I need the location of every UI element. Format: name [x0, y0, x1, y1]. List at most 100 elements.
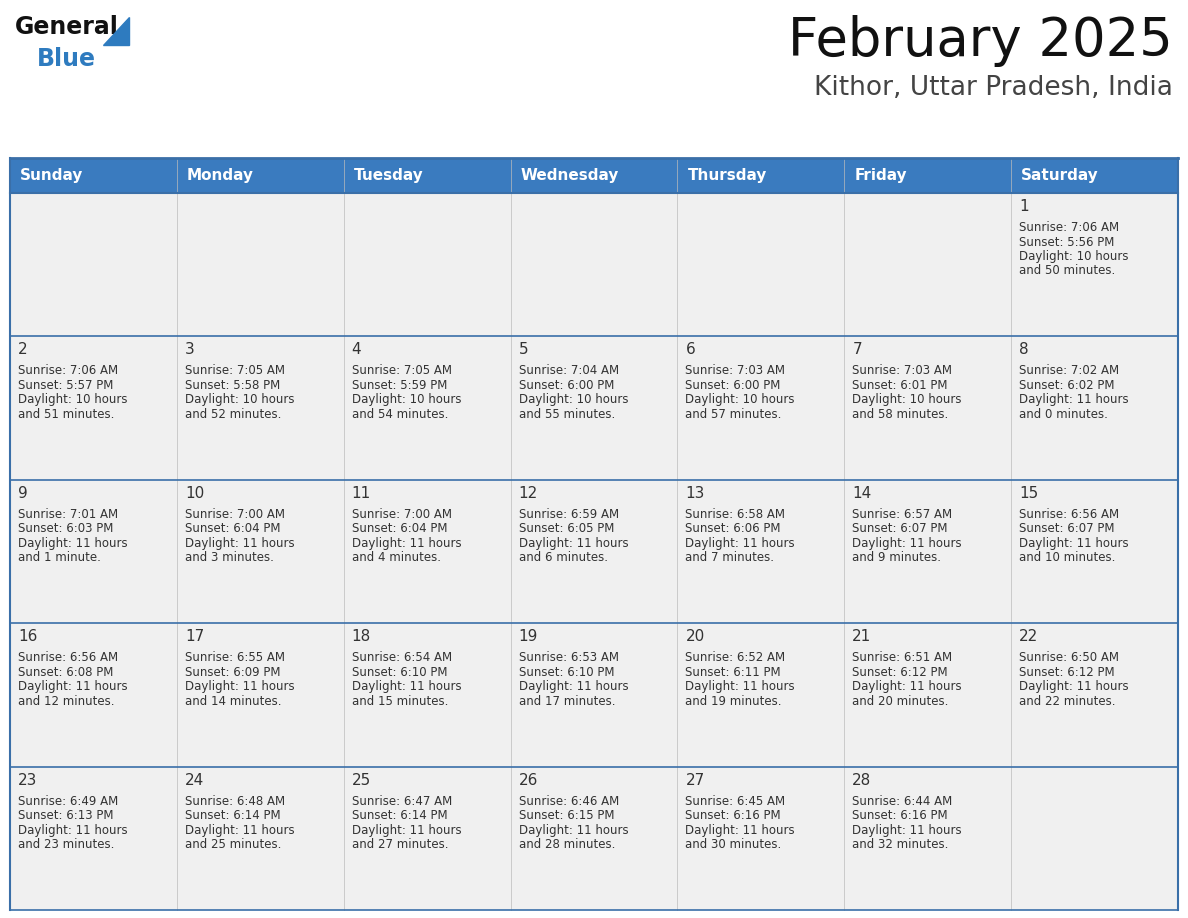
Text: Sunrise: 6:47 AM: Sunrise: 6:47 AM [352, 795, 451, 808]
Text: and 22 minutes.: and 22 minutes. [1019, 695, 1116, 708]
Text: Monday: Monday [187, 168, 254, 183]
Text: 16: 16 [18, 629, 37, 644]
Text: and 58 minutes.: and 58 minutes. [852, 408, 948, 420]
Text: 3: 3 [185, 342, 195, 357]
Text: Daylight: 11 hours: Daylight: 11 hours [352, 823, 461, 836]
Text: and 54 minutes.: and 54 minutes. [352, 408, 448, 420]
Text: Sunrise: 7:03 AM: Sunrise: 7:03 AM [852, 364, 953, 377]
Text: Daylight: 11 hours: Daylight: 11 hours [18, 537, 127, 550]
Text: Blue: Blue [37, 47, 96, 71]
Text: Daylight: 10 hours: Daylight: 10 hours [852, 394, 962, 407]
Text: 10: 10 [185, 486, 204, 501]
Text: Sunrise: 6:58 AM: Sunrise: 6:58 AM [685, 508, 785, 521]
Text: Sunrise: 6:51 AM: Sunrise: 6:51 AM [852, 651, 953, 665]
Text: Daylight: 11 hours: Daylight: 11 hours [519, 537, 628, 550]
Text: and 27 minutes.: and 27 minutes. [352, 838, 448, 851]
Text: and 12 minutes.: and 12 minutes. [18, 695, 114, 708]
Bar [10, 623, 1178, 767]
Bar [10, 480, 1178, 623]
Text: Sunrise: 6:57 AM: Sunrise: 6:57 AM [852, 508, 953, 521]
Text: and 6 minutes.: and 6 minutes. [519, 552, 607, 565]
Text: February 2025: February 2025 [789, 15, 1173, 67]
Text: Sunset: 6:09 PM: Sunset: 6:09 PM [185, 666, 280, 678]
Text: 19: 19 [519, 629, 538, 644]
Text: 27: 27 [685, 773, 704, 788]
Text: 25: 25 [352, 773, 371, 788]
Text: Wednesday: Wednesday [520, 168, 619, 183]
Text: Sunset: 6:08 PM: Sunset: 6:08 PM [18, 666, 113, 678]
Text: Sunrise: 7:04 AM: Sunrise: 7:04 AM [519, 364, 619, 377]
Text: Tuesday: Tuesday [354, 168, 423, 183]
Text: Sunset: 6:07 PM: Sunset: 6:07 PM [1019, 522, 1114, 535]
Text: Sunrise: 6:49 AM: Sunrise: 6:49 AM [18, 795, 119, 808]
Text: Daylight: 11 hours: Daylight: 11 hours [519, 680, 628, 693]
Text: Sunset: 6:00 PM: Sunset: 6:00 PM [519, 379, 614, 392]
Text: 12: 12 [519, 486, 538, 501]
Text: and 28 minutes.: and 28 minutes. [519, 838, 615, 851]
Text: Sunrise: 6:50 AM: Sunrise: 6:50 AM [1019, 651, 1119, 665]
Text: Sunset: 5:56 PM: Sunset: 5:56 PM [1019, 236, 1114, 249]
Text: Sunset: 6:04 PM: Sunset: 6:04 PM [185, 522, 280, 535]
Text: Sunset: 6:14 PM: Sunset: 6:14 PM [185, 809, 280, 823]
Text: and 0 minutes.: and 0 minutes. [1019, 408, 1108, 420]
Text: and 9 minutes.: and 9 minutes. [852, 552, 941, 565]
Text: Sunset: 6:12 PM: Sunset: 6:12 PM [1019, 666, 1114, 678]
Text: Kithor, Uttar Pradesh, India: Kithor, Uttar Pradesh, India [814, 75, 1173, 101]
Text: 2: 2 [18, 342, 27, 357]
Text: and 57 minutes.: and 57 minutes. [685, 408, 782, 420]
Text: and 1 minute.: and 1 minute. [18, 552, 101, 565]
Text: Sunset: 5:59 PM: Sunset: 5:59 PM [352, 379, 447, 392]
Text: and 19 minutes.: and 19 minutes. [685, 695, 782, 708]
Text: Sunset: 6:11 PM: Sunset: 6:11 PM [685, 666, 781, 678]
Text: Sunset: 5:57 PM: Sunset: 5:57 PM [18, 379, 113, 392]
Text: Daylight: 11 hours: Daylight: 11 hours [185, 537, 295, 550]
Text: 23: 23 [18, 773, 37, 788]
Text: Sunrise: 6:45 AM: Sunrise: 6:45 AM [685, 795, 785, 808]
Text: Sunset: 6:14 PM: Sunset: 6:14 PM [352, 809, 448, 823]
Text: Daylight: 11 hours: Daylight: 11 hours [852, 680, 962, 693]
Text: General: General [15, 15, 119, 39]
Text: Sunrise: 7:00 AM: Sunrise: 7:00 AM [185, 508, 285, 521]
Text: Daylight: 11 hours: Daylight: 11 hours [18, 823, 127, 836]
Text: 14: 14 [852, 486, 872, 501]
Text: 6: 6 [685, 342, 695, 357]
Text: 20: 20 [685, 629, 704, 644]
Text: Sunrise: 6:53 AM: Sunrise: 6:53 AM [519, 651, 619, 665]
Text: 17: 17 [185, 629, 204, 644]
Text: Sunrise: 7:03 AM: Sunrise: 7:03 AM [685, 364, 785, 377]
Text: and 14 minutes.: and 14 minutes. [185, 695, 282, 708]
Text: Daylight: 11 hours: Daylight: 11 hours [519, 823, 628, 836]
Text: Daylight: 11 hours: Daylight: 11 hours [185, 823, 295, 836]
Text: Sunrise: 6:56 AM: Sunrise: 6:56 AM [1019, 508, 1119, 521]
Text: Thursday: Thursday [688, 168, 766, 183]
Text: Sunrise: 7:05 AM: Sunrise: 7:05 AM [352, 364, 451, 377]
Bar [677, 158, 845, 193]
Text: 13: 13 [685, 486, 704, 501]
Bar [1011, 158, 1178, 193]
Text: Daylight: 11 hours: Daylight: 11 hours [1019, 680, 1129, 693]
Text: and 4 minutes.: and 4 minutes. [352, 552, 441, 565]
Bar [10, 193, 1178, 336]
Text: Daylight: 10 hours: Daylight: 10 hours [1019, 250, 1129, 263]
Polygon shape [103, 17, 129, 45]
Text: and 10 minutes.: and 10 minutes. [1019, 552, 1116, 565]
Text: Sunset: 6:01 PM: Sunset: 6:01 PM [852, 379, 948, 392]
Text: Sunrise: 6:44 AM: Sunrise: 6:44 AM [852, 795, 953, 808]
Bar [10, 767, 1178, 910]
Text: and 50 minutes.: and 50 minutes. [1019, 264, 1116, 277]
Text: 7: 7 [852, 342, 862, 357]
Text: 5: 5 [519, 342, 529, 357]
Text: Sunrise: 7:06 AM: Sunrise: 7:06 AM [18, 364, 118, 377]
Text: Daylight: 11 hours: Daylight: 11 hours [185, 680, 295, 693]
Text: Sunset: 6:00 PM: Sunset: 6:00 PM [685, 379, 781, 392]
Text: Sunset: 6:12 PM: Sunset: 6:12 PM [852, 666, 948, 678]
Text: and 15 minutes.: and 15 minutes. [352, 695, 448, 708]
Text: Daylight: 11 hours: Daylight: 11 hours [852, 537, 962, 550]
Text: Daylight: 10 hours: Daylight: 10 hours [519, 394, 628, 407]
Text: and 25 minutes.: and 25 minutes. [185, 838, 282, 851]
Text: 21: 21 [852, 629, 872, 644]
Text: Sunset: 6:02 PM: Sunset: 6:02 PM [1019, 379, 1114, 392]
Text: Sunset: 5:58 PM: Sunset: 5:58 PM [185, 379, 280, 392]
Text: Daylight: 11 hours: Daylight: 11 hours [685, 680, 795, 693]
Text: Sunrise: 7:01 AM: Sunrise: 7:01 AM [18, 508, 118, 521]
